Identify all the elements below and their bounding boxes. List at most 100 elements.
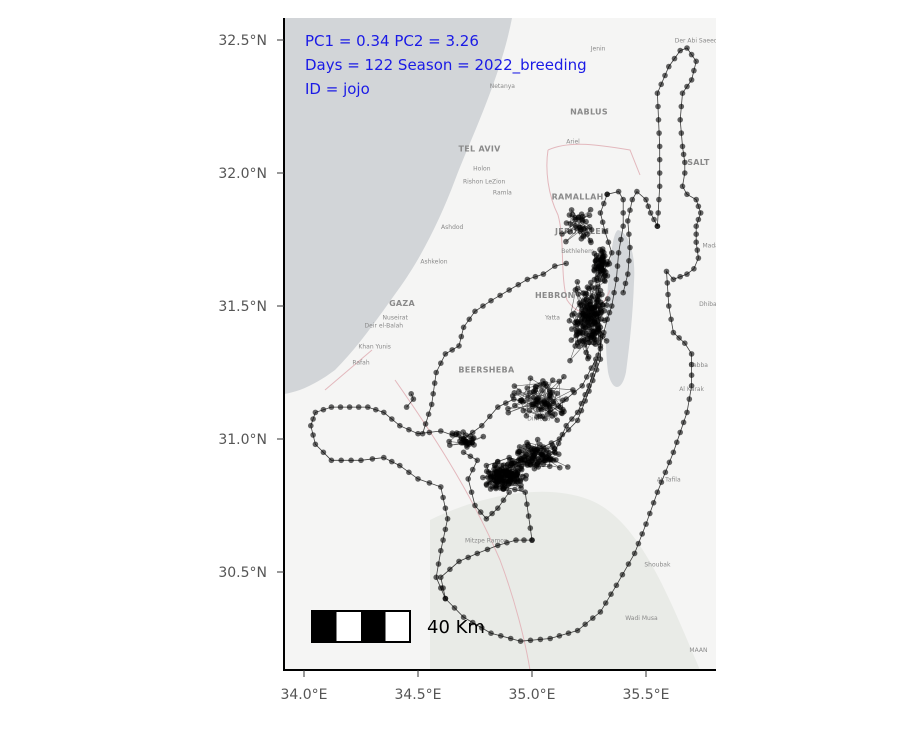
gps-fix-point	[666, 63, 672, 70]
gps-fix-point	[529, 537, 535, 543]
y-tick-label: 32.5°N	[218, 33, 267, 49]
gps-fix-point	[697, 210, 704, 216]
gps-fix-point	[611, 289, 617, 296]
place-label: Deir el-Balah	[364, 322, 403, 329]
gps-fix-point	[517, 457, 524, 464]
gps-fix-point	[521, 537, 527, 543]
gps-fix-point	[548, 440, 555, 446]
gps-fix-point	[615, 250, 622, 256]
gps-fix-point	[566, 212, 573, 218]
gps-fix-point	[522, 443, 528, 450]
gps-fix-point	[541, 399, 548, 405]
place-label: Rabba	[689, 362, 708, 369]
gps-fix-point	[520, 399, 526, 405]
place-label: Holon	[473, 165, 491, 172]
gps-fix-point	[487, 486, 494, 492]
gps-fix-point	[574, 279, 581, 285]
gps-fix-point	[406, 426, 412, 433]
gps-fix-point	[442, 595, 449, 602]
gps-fix-point	[592, 341, 599, 347]
place-label: SALT	[687, 158, 710, 167]
gps-fix-point	[447, 442, 453, 449]
gps-fix-point	[348, 457, 354, 464]
gps-fix-point	[397, 422, 403, 429]
gps-fix-point	[472, 308, 478, 315]
gps-fix-point	[524, 276, 531, 283]
gps-fix-point	[389, 416, 395, 422]
gps-fix-point	[480, 474, 486, 481]
gps-fix-point	[684, 191, 690, 198]
gps-fix-point	[474, 550, 481, 557]
gps-fix-point	[695, 255, 702, 261]
gps-fix-point	[546, 450, 552, 456]
gps-fix-point	[403, 404, 410, 410]
gps-fix-point	[438, 484, 444, 490]
gps-fix-point	[513, 537, 519, 543]
gps-fix-point	[433, 369, 440, 376]
place-label: BEERSHEBA	[458, 366, 515, 375]
gps-fix-point	[460, 436, 467, 442]
y-tick-label: 31.0°N	[218, 432, 267, 448]
gps-fix-point	[563, 238, 569, 245]
gps-fix-point	[381, 454, 387, 461]
gps-fix-point	[506, 454, 512, 461]
gps-fix-point	[556, 633, 563, 639]
place-label: Jenin	[590, 46, 606, 53]
gps-fix-point	[579, 218, 586, 224]
scale-bar: 40 Km	[311, 610, 485, 643]
gps-fix-point	[532, 387, 539, 393]
gps-fix-point	[603, 338, 610, 344]
gps-fix-point	[625, 218, 631, 224]
gps-fix-point	[593, 361, 599, 368]
gps-fix-point	[670, 329, 677, 336]
gps-fix-point	[438, 547, 444, 554]
gps-fix-point	[419, 430, 426, 437]
scale-bar-label: 40 Km	[427, 617, 485, 638]
place-label: Al Karak	[679, 386, 704, 393]
gps-fix-point	[543, 404, 549, 410]
gps-fix-point	[626, 258, 632, 264]
gps-fix-point	[647, 510, 653, 517]
gps-fix-point	[680, 151, 687, 158]
gps-fix-point	[308, 422, 314, 429]
gps-fix-point	[467, 453, 474, 460]
gps-fix-point	[547, 463, 553, 470]
basemap: Der Abi Saeed Jenin Netanya NABLUS TEL AVIV A…	[284, 18, 718, 670]
gps-fix-point	[469, 466, 476, 473]
gps-fix-point	[665, 291, 671, 298]
gps-fix-point	[668, 316, 674, 323]
gps-fix-point	[620, 210, 626, 216]
gps-fix-point	[540, 444, 547, 450]
gps-fix-point	[469, 619, 476, 626]
gps-fix-point	[483, 516, 490, 522]
x-tick-label: 35.0°E	[508, 687, 555, 703]
gps-fix-point	[438, 428, 444, 434]
gps-fix-point	[561, 408, 567, 415]
gps-fix-point	[597, 210, 604, 216]
gps-fix-point	[568, 207, 575, 213]
gps-fix-point	[515, 281, 522, 288]
gps-fix-point	[694, 247, 701, 253]
gps-fix-point	[635, 540, 642, 547]
gps-fix-point	[674, 439, 680, 446]
gps-fix-point	[671, 55, 678, 62]
gps-fix-point	[460, 429, 467, 435]
gps-fix-point	[595, 297, 601, 304]
gps-fix-point	[598, 262, 605, 269]
gps-fix-point	[563, 396, 569, 402]
gps-fix-point	[397, 462, 403, 469]
gps-fix-point	[515, 450, 521, 457]
gps-fix-point	[693, 196, 699, 203]
gps-fix-point	[609, 250, 615, 256]
gps-fix-point	[466, 316, 473, 323]
gps-fix-point	[578, 211, 585, 217]
gps-fix-point	[524, 460, 531, 466]
gps-fix-point	[655, 210, 661, 216]
gps-fix-point	[346, 404, 353, 410]
place-label: Der Abi Saeed	[675, 38, 718, 45]
gps-fix-point	[629, 196, 636, 203]
place-label: GAZA	[389, 299, 415, 308]
place-label: Wadi Musa	[625, 615, 658, 622]
gps-fix-point	[426, 480, 433, 486]
